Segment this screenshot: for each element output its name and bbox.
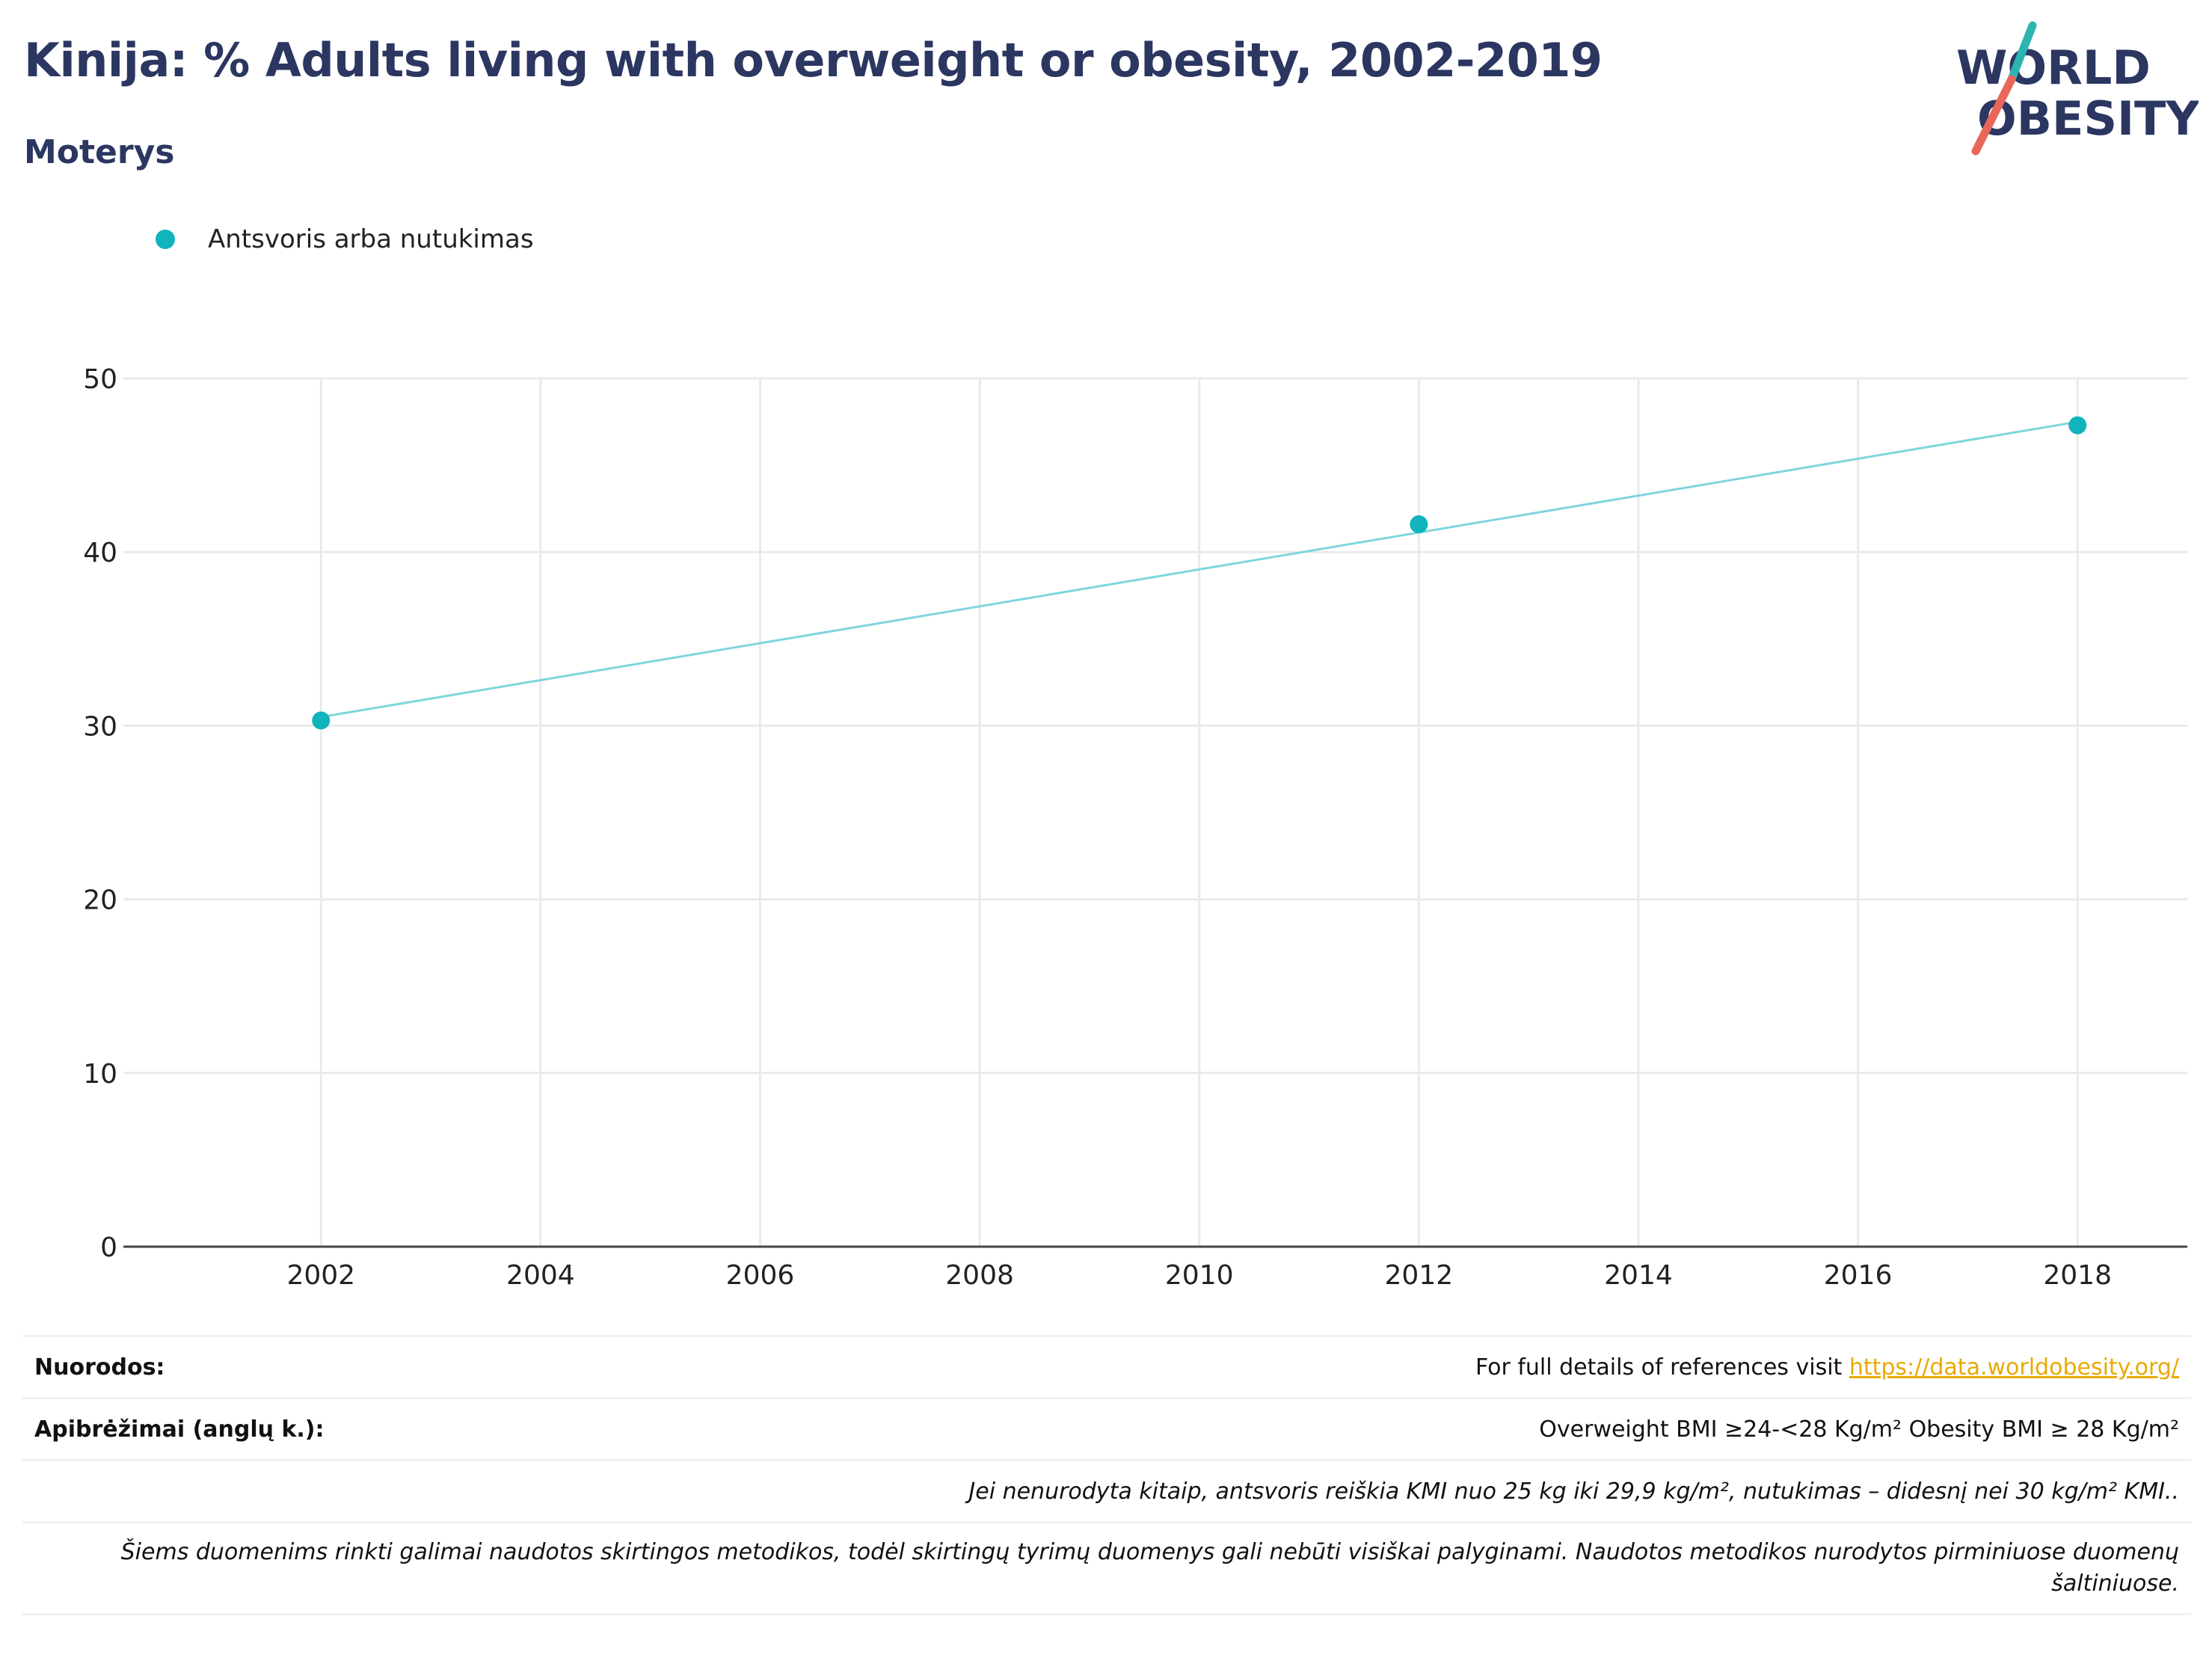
y-tick-label-10: 10	[83, 1059, 117, 1090]
x-tick-label-2016: 2016	[1824, 1260, 1893, 1291]
data-point-2002	[312, 711, 331, 730]
logo-word-world: WORLD	[1956, 40, 2151, 95]
y-axis-tick-labels: 0 10 20 30 40 50	[83, 364, 117, 1263]
definitions-value: Overweight BMI ≥24-<28 Kg/m² Obesity BMI…	[1539, 1416, 2179, 1443]
x-tick-label-2018: 2018	[2043, 1260, 2112, 1291]
grid-lines	[123, 377, 2187, 1247]
methodology-text: Šiems duomenims rinkti galimai naudotos …	[120, 1539, 2179, 1597]
references-link[interactable]: https://data.worldobesity.org/	[1849, 1354, 2179, 1381]
chart-title: Kinija: % Adults living with overweight …	[24, 33, 1603, 87]
definitions-row: Apibrėžimai (anglų k.): Overweight BMI ≥…	[22, 1397, 2191, 1459]
x-tick-label-2008: 2008	[945, 1260, 1014, 1291]
chart-subtitle: Moterys	[24, 133, 175, 171]
data-point-2012	[1410, 515, 1428, 534]
references-text: For full details of references visit	[1475, 1354, 1843, 1381]
references-value: For full details of references visit htt…	[1475, 1354, 2179, 1381]
notes-table: Nuorodos: For full details of references…	[22, 1335, 2191, 1615]
x-axis-tick-labels: 2002 2004 2006 2008 2010 2012 2014 2016 2018	[286, 1260, 2112, 1291]
x-tick-label-2012: 2012	[1385, 1260, 1454, 1291]
y-tick-label-30: 30	[83, 711, 117, 742]
legend[interactable]: Antsvoris arba nutukimas	[156, 224, 534, 254]
y-tick-label-50: 50	[83, 364, 117, 395]
y-tick-label-0: 0	[100, 1232, 117, 1263]
legend-label: Antsvoris arba nutukimas	[208, 224, 534, 254]
legend-marker	[156, 230, 175, 249]
x-tick-label-2010: 2010	[1165, 1260, 1234, 1291]
trend-line	[321, 420, 2078, 719]
logo-slash-teal	[2007, 21, 2037, 84]
references-row: Nuorodos: For full details of references…	[22, 1335, 2191, 1397]
y-tick-label-20: 20	[83, 885, 117, 916]
definitions-label: Apibrėžimai (anglų k.):	[34, 1416, 325, 1443]
methodology-row: Šiems duomenims rinkti galimai naudotos …	[22, 1521, 2191, 1615]
logo-slash-red	[1971, 75, 2016, 156]
x-tick-label-2004: 2004	[506, 1260, 575, 1291]
logo-word-obesity: OBESITY	[1977, 91, 2199, 146]
world-obesity-logo: WORLD OBESITY	[1956, 21, 2199, 156]
line-chart: 0 10 20 30 40 50 2002 2004 2006 2008 2010 2012 2014…	[83, 364, 2187, 1291]
data-point-2018	[2068, 416, 2087, 435]
default-definition-row: Jei nenurodyta kitaip, antsvoris reiškia…	[22, 1459, 2191, 1521]
x-tick-label-2014: 2014	[1604, 1260, 1673, 1291]
x-tick-label-2002: 2002	[286, 1260, 355, 1291]
x-tick-label-2006: 2006	[726, 1260, 795, 1291]
y-tick-label-40: 40	[83, 538, 117, 568]
default-definition-text: Jei nenurodyta kitaip, antsvoris reiškia…	[968, 1478, 2179, 1505]
series-layer	[312, 416, 2087, 730]
references-label: Nuorodos:	[34, 1354, 165, 1381]
